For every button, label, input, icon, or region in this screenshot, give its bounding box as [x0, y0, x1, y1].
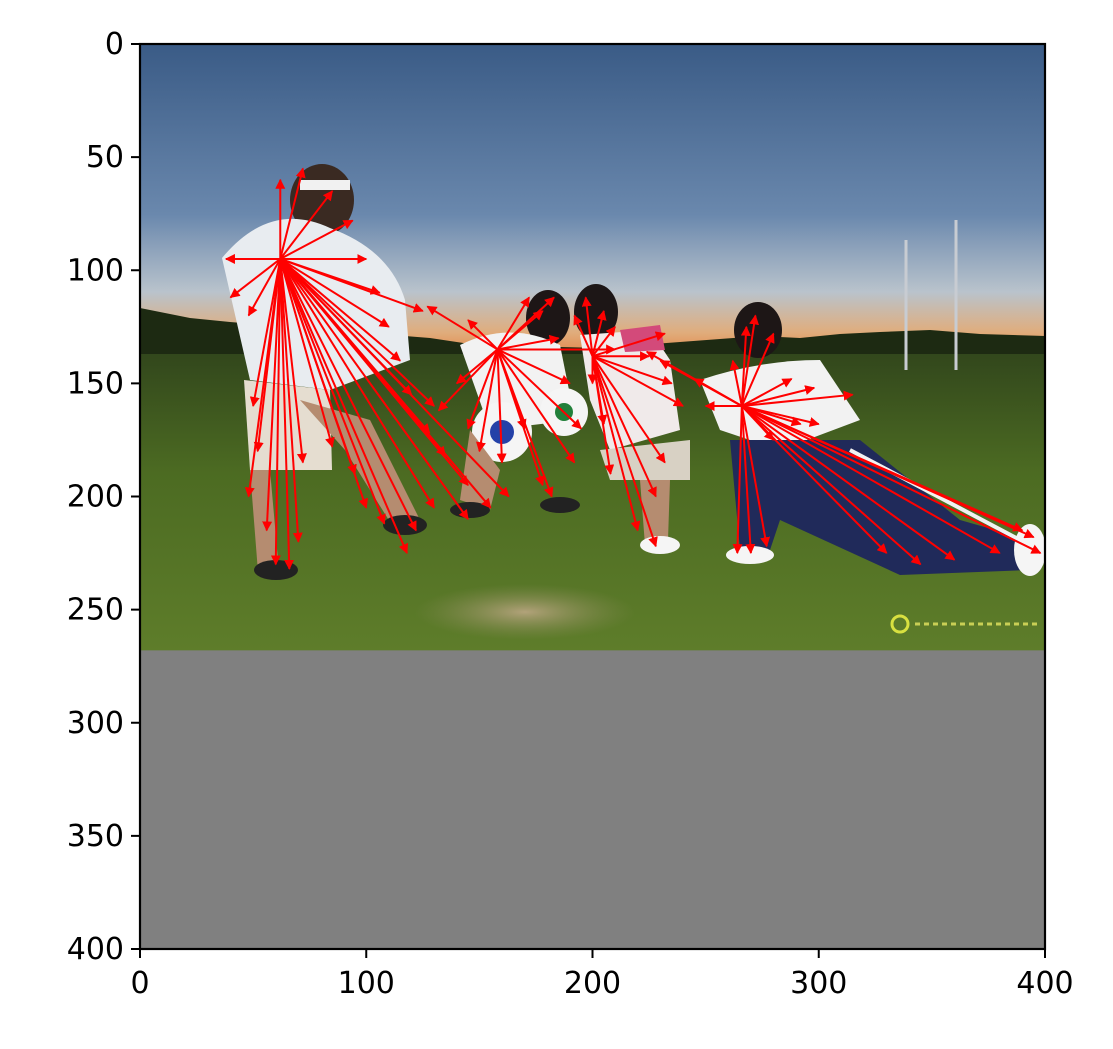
- arrow-4-23: [741, 405, 1042, 554]
- arrow-2-17: [496, 296, 555, 351]
- arrow-2-16: [496, 296, 531, 350]
- arrow-1-32: [253, 258, 282, 453]
- y-tick-label: 350: [67, 819, 124, 854]
- arrow-1-25: [279, 258, 335, 448]
- arrow-2-12: [496, 348, 582, 430]
- arrow-2-1: [426, 305, 498, 351]
- arrow-3-6: [592, 355, 673, 386]
- arrow-2-10: [496, 349, 554, 498]
- arrow-3-10: [591, 355, 658, 548]
- arrow-1-26: [279, 258, 307, 464]
- arrow-1-5: [279, 167, 306, 260]
- arrow-3-8: [591, 355, 666, 464]
- arrow-4-14: [645, 350, 743, 407]
- arrow-2-13: [497, 348, 571, 385]
- watermark-logo: [890, 614, 1040, 634]
- arrow-1-35: [279, 258, 435, 407]
- arrow-1-20: [279, 258, 417, 532]
- arrow-2-5: [466, 349, 499, 430]
- arrow-4-6: [741, 385, 816, 407]
- x-axis: 0 100 200 300 400: [130, 949, 1074, 1001]
- arrow-2-7: [496, 349, 507, 464]
- y-tick-label: 0: [105, 27, 124, 62]
- arrow-2-14: [497, 334, 560, 351]
- arrow-1-18: [279, 258, 469, 520]
- arrow-4-9: [741, 405, 802, 427]
- arrow-1-29: [270, 258, 282, 566]
- arrow-4-4: [740, 332, 775, 407]
- arrow-1-10: [279, 258, 390, 328]
- arrow-1-3: [247, 258, 282, 317]
- arrow-3-9: [591, 355, 657, 498]
- arrow-3-7: [592, 355, 684, 407]
- y-tick-label: 200: [67, 480, 124, 515]
- arrow-group-4: [645, 314, 1042, 566]
- arrow-4-17: [740, 405, 771, 548]
- arrow-4-20: [741, 405, 956, 561]
- arrow-4-7: [741, 390, 854, 407]
- arrow-3-4: [591, 326, 616, 357]
- arrow-2-6: [476, 349, 499, 453]
- arrow-group-3: [573, 296, 684, 548]
- y-tick-label: 100: [67, 253, 124, 288]
- arrow-4-21: [741, 405, 1001, 554]
- arrow-4-3: [740, 314, 760, 407]
- y-tick-label: 300: [67, 706, 124, 741]
- arrow-4-24: [741, 405, 1024, 532]
- arrow-3-13: [591, 356, 608, 426]
- arrow-1-28: [279, 258, 295, 570]
- arrow-1-27: [279, 258, 303, 543]
- y-axis: 0 50 100 150 200 250 300 350 400: [67, 27, 140, 967]
- arrow-1-22: [279, 258, 386, 525]
- arrow-1-7: [279, 219, 354, 260]
- arrow-1-21: [279, 258, 409, 554]
- arrow-3-1: [573, 314, 594, 357]
- x-tick-label: 300: [790, 966, 847, 1001]
- arrow-1-30: [262, 258, 282, 532]
- x-tick-label: 100: [338, 966, 395, 1001]
- x-tick-label: 0: [130, 966, 149, 1001]
- arrow-4-15: [740, 405, 756, 555]
- arrow-4-2: [740, 325, 751, 407]
- arrow-4-5: [741, 377, 793, 407]
- arrow-3-15: [592, 331, 666, 358]
- arrow-3-2: [581, 296, 594, 357]
- y-tick-label: 250: [67, 593, 124, 628]
- arrows-layer: [224, 167, 1042, 570]
- arrow-4-1: [729, 359, 743, 407]
- arrow-1-2: [229, 258, 281, 299]
- arrow-2-2: [467, 319, 499, 351]
- arrow-1-34: [279, 257, 424, 313]
- arrow-1-11: [279, 258, 401, 362]
- y-tick-label: 150: [67, 366, 124, 401]
- y-tick-label: 400: [67, 932, 124, 967]
- x-tick-label: 400: [1016, 966, 1073, 1001]
- arrow-4-16: [732, 405, 743, 555]
- arrow-1-6: [279, 190, 334, 260]
- padding-region: [140, 650, 1045, 949]
- dirt-patch: [415, 584, 635, 640]
- arrow-group-2: [426, 296, 617, 498]
- arrow-1-17: [279, 258, 510, 498]
- arrow-4-19: [741, 405, 922, 566]
- arrow-3-3: [591, 310, 607, 357]
- arrow-2-11: [496, 348, 576, 464]
- arrow-1-19: [279, 258, 435, 509]
- arrow-2-4: [437, 348, 499, 412]
- arrow-4-18: [741, 405, 888, 554]
- x-tick-label: 200: [564, 966, 621, 1001]
- arrow-group-1: [224, 167, 510, 570]
- y-tick-label: 50: [86, 140, 124, 175]
- arrow-1-24: [279, 258, 357, 475]
- arrow-1-16: [279, 258, 492, 509]
- arrow-3-11: [591, 355, 641, 532]
- arrow-1-33: [249, 258, 282, 407]
